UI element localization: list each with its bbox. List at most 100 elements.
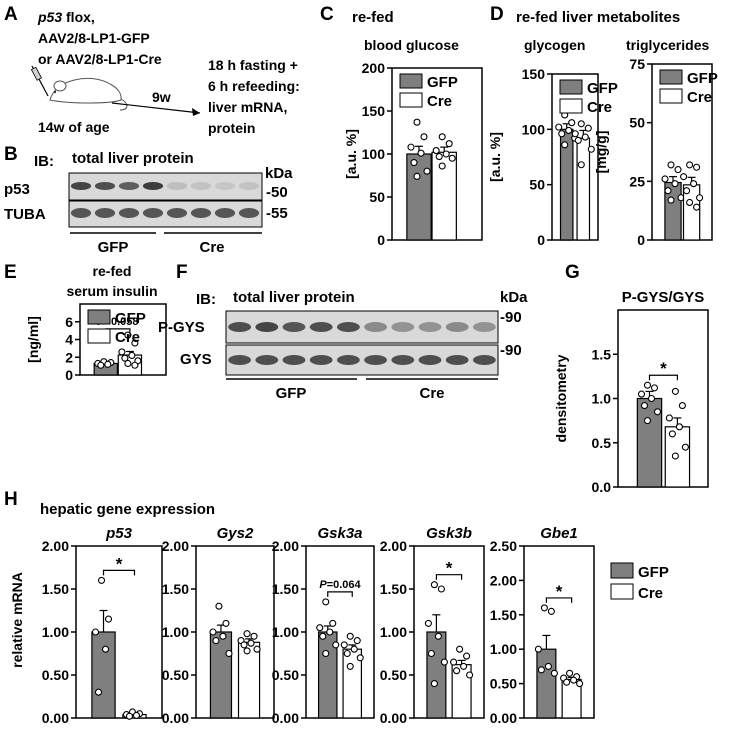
data-point	[243, 630, 251, 638]
legend-label-cre: Cre	[427, 93, 452, 110]
syringe-icon	[30, 65, 49, 97]
pgys-band	[282, 322, 306, 332]
y-tick-label: 6	[65, 314, 73, 330]
data-point	[427, 649, 435, 658]
panel-b-group-gfp: GFP	[98, 239, 129, 256]
significance-label: *	[556, 582, 563, 601]
y-tick-label: 0.00	[490, 710, 517, 726]
panel-a: A p53 flox, AAV2/8-LP1-GFP or AAV2/8-LP1…	[4, 4, 300, 136]
data-point	[650, 384, 659, 392]
data-point	[97, 576, 106, 584]
data-point	[118, 348, 126, 356]
data-point	[253, 645, 261, 653]
data-point	[678, 402, 686, 410]
data-point	[637, 390, 646, 398]
chart-triglycerides: 0 25 50 75 [mg/g] GFP Cre	[593, 56, 718, 248]
legend-swatch-gfp	[610, 562, 634, 579]
y-tick-label: 2	[65, 349, 73, 365]
panel-a-flox: flox,	[62, 9, 95, 25]
legend-swatch-gfp	[559, 79, 583, 95]
chart-glycogen: 0 50 100 150 [a.u. %] GFP Cre	[487, 66, 618, 248]
data-point	[442, 150, 450, 158]
data-point	[417, 149, 425, 157]
y-tick-label: 0	[537, 232, 545, 248]
chart-gsk3b: 0.00 0.50 1.00 1.50 2.00 Gsk3b *	[380, 525, 485, 726]
data-point	[343, 649, 351, 658]
tuba-band	[166, 208, 188, 218]
panel-d-letter: D	[490, 4, 504, 25]
data-point	[104, 615, 113, 623]
data-point	[683, 187, 691, 195]
data-point	[432, 147, 440, 155]
data-point	[686, 161, 694, 169]
data-point	[544, 662, 552, 670]
data-point	[340, 641, 348, 649]
y-tick-label: 0.0	[592, 479, 612, 495]
y-tick-label: 0.00	[42, 710, 69, 726]
pgys-band	[391, 322, 415, 332]
chart-pgys: 0.0 0.5 1.0 1.5 densitometry P-GYS/GYS *	[553, 289, 709, 495]
panel-b-group-cre: Cre	[199, 239, 224, 256]
panel-f-row-gys: GYS	[180, 351, 212, 368]
data-point	[435, 153, 443, 161]
legend-label-gfp: GFP	[427, 74, 458, 91]
panel-a-letter: A	[4, 4, 18, 25]
gys-band	[255, 355, 279, 365]
data-point	[547, 607, 555, 615]
panel-b-row-tuba: TUBA	[4, 206, 46, 223]
panel-h-letter: H	[4, 489, 18, 510]
data-point	[577, 161, 585, 169]
panel-b-title: total liver protein	[72, 150, 194, 167]
significance-bracket	[435, 574, 463, 580]
data-point	[534, 645, 542, 653]
gys-band	[445, 355, 469, 365]
legend-label-gfp: GFP	[115, 310, 146, 327]
legend-label-gfp: GFP	[687, 70, 718, 87]
panel-a-protocol-2: 6 h refeeding:	[208, 78, 300, 94]
data-point	[653, 408, 662, 416]
data-point	[128, 351, 136, 360]
significance-label: *	[660, 359, 667, 378]
pgys-band	[228, 322, 252, 332]
legend-swatch-gfp	[659, 69, 683, 85]
significance-bracket	[648, 374, 678, 381]
legend-swatch-gfp	[399, 73, 423, 89]
data-point	[322, 649, 330, 658]
p53-band	[118, 182, 140, 190]
significance-label: *	[116, 554, 123, 573]
legend-label-gfp: GFP	[587, 80, 618, 97]
data-point	[568, 119, 576, 127]
chart-glucose: 0 50 100 150 200 [a.u. %] GFP Cre	[343, 60, 483, 248]
chart-title: Gsk3a	[317, 525, 362, 542]
y-tick-label: 50	[529, 177, 545, 193]
data-point	[413, 172, 421, 180]
data-point	[91, 628, 100, 636]
data-point	[346, 632, 354, 640]
y-tick-label: 50	[369, 189, 385, 205]
panel-a-protocol-4: protein	[208, 120, 255, 136]
data-point	[463, 652, 471, 660]
y-tick-label: 1.50	[490, 607, 517, 623]
legend-label-cre: Cre	[115, 329, 140, 346]
chart-gys2: 0.00 0.50 1.00 1.50 2.00 Gys2	[162, 525, 275, 726]
data-point	[329, 619, 337, 627]
y-axis-label: [ng/ml]	[25, 316, 41, 363]
y-tick-label: 200	[362, 60, 386, 76]
y-tick-label: 1.0	[592, 391, 612, 407]
y-tick-label: 150	[362, 103, 386, 119]
data-point	[104, 360, 112, 368]
data-point	[440, 658, 448, 666]
panel-f-kda: kDa	[500, 289, 528, 306]
panel-b-letter: B	[4, 144, 18, 165]
y-tick-label: 0.00	[380, 710, 407, 726]
data-point	[574, 136, 582, 144]
panel-f-row-pgys: P-GYS	[158, 319, 205, 336]
data-point	[664, 187, 672, 195]
data-point	[250, 632, 258, 640]
data-point	[696, 194, 704, 202]
panel-f-group-gfp: GFP	[276, 385, 307, 402]
data-point	[240, 641, 248, 649]
p53-band	[94, 182, 116, 190]
panel-f-letter: F	[176, 262, 188, 283]
